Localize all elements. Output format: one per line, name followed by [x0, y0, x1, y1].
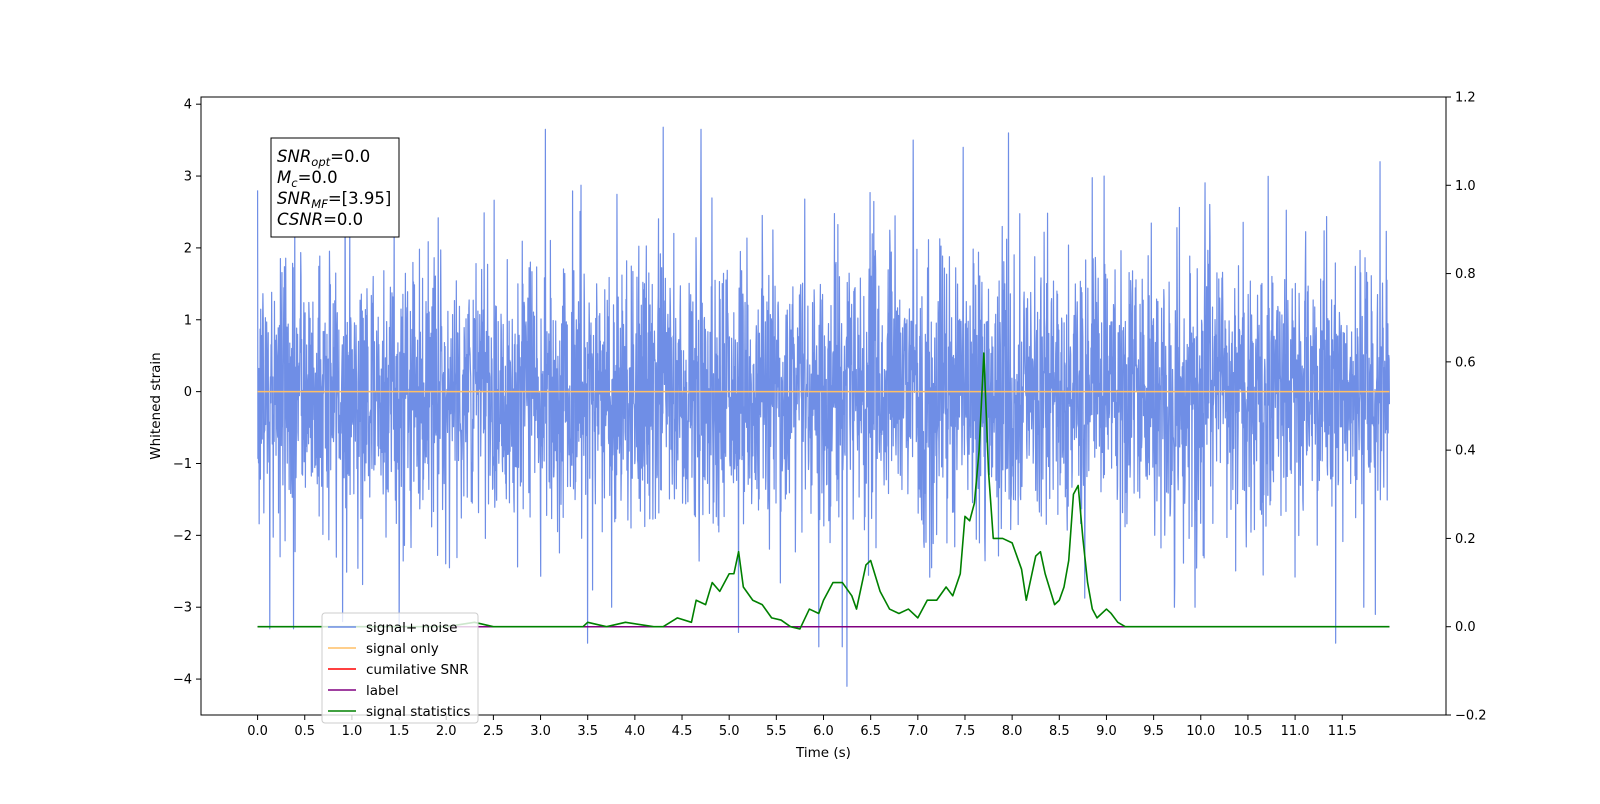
info-line: Mc=0.0	[277, 168, 338, 190]
legend-label-signal-statistics: signal statistics	[366, 704, 470, 720]
x-tick-label: 10.0	[1186, 724, 1215, 739]
y2-tick-label: 0.6	[1455, 355, 1476, 370]
x-tick-label: 8.0	[1002, 724, 1023, 739]
x-tick-label: 4.5	[672, 724, 693, 739]
info-box	[270, 137, 400, 238]
x-tick-label: 2.0	[436, 724, 457, 739]
x-tick-label: 7.5	[955, 724, 976, 739]
y2-tick-label: −0.2	[1455, 709, 1487, 724]
x-tick-label: 0.5	[294, 724, 315, 739]
x-tick-label: 5.0	[719, 724, 740, 739]
x-tick-label: 4.0	[625, 724, 646, 739]
info-line: SNRMF=[3.95]	[277, 189, 391, 211]
x-tick-label: 9.0	[1096, 724, 1117, 739]
y2-tick-label: 0.8	[1455, 267, 1476, 282]
y-tick-label: 0	[184, 385, 192, 400]
x-tick-label: 9.5	[1143, 724, 1164, 739]
series-line-signal-statistics	[257, 352, 1390, 630]
x-tick-label: 1.5	[389, 724, 410, 739]
y-tick-label: 1	[184, 313, 192, 328]
info-line: SNRopt=0.0	[277, 147, 370, 169]
y2-tick-label: 0.2	[1455, 532, 1476, 547]
x-tick-label: 8.5	[1049, 724, 1070, 739]
y-tick-label: −2	[173, 529, 192, 544]
y-tick-label: 4	[184, 98, 192, 113]
x-tick-label: 11.0	[1281, 724, 1310, 739]
y-tick-label: 2	[184, 241, 192, 256]
legend-label-signal-noise: signal+ noise	[366, 620, 457, 636]
x-tick-label: 1.0	[342, 724, 363, 739]
y2-tick-label: 0.4	[1455, 444, 1476, 459]
y-tick-label: −4	[173, 673, 192, 688]
y-tick-label: 3	[184, 170, 192, 185]
x-tick-label: 3.5	[577, 724, 598, 739]
x-tick-label: 6.5	[860, 724, 881, 739]
x-tick-label: 5.5	[766, 724, 787, 739]
x-axis-label: Time (s)	[795, 745, 851, 761]
y2-tick-label: 1.0	[1455, 179, 1476, 194]
x-tick-label: 0.0	[247, 724, 268, 739]
x-tick-label: 2.5	[483, 724, 504, 739]
y2-tick-label: 0.0	[1455, 620, 1476, 635]
x-tick-label: 11.5	[1328, 724, 1357, 739]
info-line: CSNR=0.0	[277, 210, 363, 229]
legend-label-signal-only: signal only	[366, 641, 439, 657]
legend-box	[321, 612, 479, 724]
x-tick-label: 6.0	[813, 724, 834, 739]
x-tick-label: 3.0	[530, 724, 551, 739]
y-tick-label: −1	[173, 457, 192, 472]
y-tick-label: −3	[173, 601, 192, 616]
y-axis-label: Whitened strain	[148, 352, 164, 459]
series-line-signal-noise	[256, 126, 1391, 687]
legend-label-label: label	[366, 683, 399, 699]
x-tick-label: 7.0	[907, 724, 928, 739]
x-tick-label: 10.5	[1233, 724, 1262, 739]
y2-tick-label: 1.2	[1455, 91, 1476, 106]
legend-label-cumilative-snr: cumilative SNR	[366, 662, 469, 678]
